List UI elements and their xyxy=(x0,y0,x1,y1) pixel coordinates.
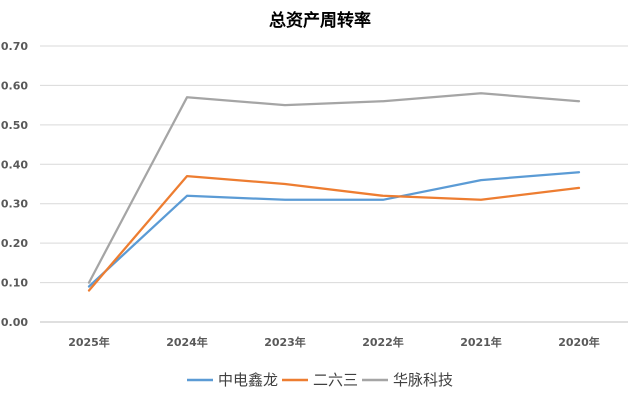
y-tick-label: 0.30 xyxy=(1,198,28,211)
x-tick-label: 2020年 xyxy=(558,335,600,349)
legend-label: 华脉科技 xyxy=(393,371,453,389)
series-lines xyxy=(87,92,581,292)
y-tick-label: 0.50 xyxy=(1,119,28,132)
x-tick-label: 2021年 xyxy=(460,335,502,349)
series-line xyxy=(87,174,581,292)
grid-lines xyxy=(40,45,628,323)
y-tick-label: 0.10 xyxy=(1,277,28,290)
legend: 中电鑫龙 二六三 华脉科技 xyxy=(187,371,453,389)
y-axis-ticks: 0.00 0.10 0.20 0.30 0.40 0.50 0.60 0.70 xyxy=(1,40,28,329)
x-tick-label: 2022年 xyxy=(362,335,404,349)
y-tick-label: 0.00 xyxy=(1,316,28,329)
x-tick-label: 2024年 xyxy=(166,335,208,349)
series-line xyxy=(87,92,581,284)
x-tick-label: 2025年 xyxy=(68,335,110,349)
y-tick-label: 0.70 xyxy=(1,40,28,53)
chart-title: 总资产周转率 xyxy=(269,10,371,31)
x-tick-label: 2023年 xyxy=(264,335,306,349)
x-axis-ticks: 2025年 2024年 2023年 2022年 2021年 2020年 xyxy=(68,335,600,349)
y-tick-label: 0.20 xyxy=(1,237,28,250)
legend-label: 二六三 xyxy=(313,371,358,389)
legend-label: 中电鑫龙 xyxy=(218,371,278,389)
y-tick-label: 0.60 xyxy=(1,79,28,92)
y-tick-label: 0.40 xyxy=(1,158,28,171)
series-line xyxy=(87,171,581,288)
